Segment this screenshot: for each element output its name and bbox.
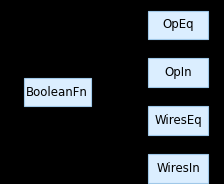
FancyBboxPatch shape: [149, 11, 208, 39]
Text: BooleanFn: BooleanFn: [26, 86, 88, 98]
FancyBboxPatch shape: [149, 59, 208, 87]
Text: OpEq: OpEq: [162, 18, 194, 31]
Text: WiresEq: WiresEq: [154, 114, 202, 127]
FancyBboxPatch shape: [149, 154, 208, 183]
Text: OpIn: OpIn: [164, 66, 192, 79]
FancyBboxPatch shape: [149, 106, 208, 135]
FancyBboxPatch shape: [24, 78, 91, 106]
Text: WiresIn: WiresIn: [156, 162, 200, 175]
